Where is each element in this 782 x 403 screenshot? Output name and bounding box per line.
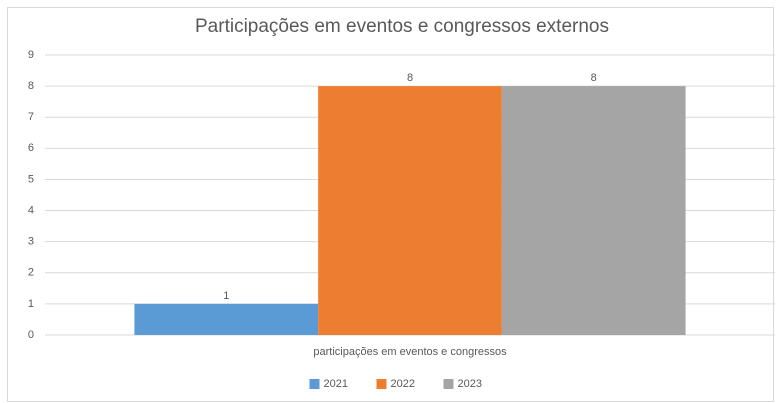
legend-label: 2022 xyxy=(391,378,415,390)
legend-swatch xyxy=(376,379,387,389)
bar xyxy=(134,303,319,335)
y-tick-label: 9 xyxy=(28,49,34,61)
legend-swatch xyxy=(443,379,454,389)
data-label: 8 xyxy=(591,72,597,84)
y-tick-label: 0 xyxy=(28,329,34,341)
legend-label: 2021 xyxy=(324,378,348,390)
y-tick-label: 4 xyxy=(28,204,34,216)
y-tick-label: 8 xyxy=(28,80,34,92)
y-tick-label: 3 xyxy=(28,236,34,248)
chart-title: Participações em eventos e congressos ex… xyxy=(195,16,609,37)
data-label: 8 xyxy=(407,72,413,84)
legend-swatch xyxy=(309,379,320,389)
y-tick-label: 1 xyxy=(28,298,34,310)
y-tick-label: 6 xyxy=(28,142,34,154)
data-label: 1 xyxy=(223,290,229,302)
y-tick-label: 7 xyxy=(28,111,34,123)
legend-label: 2023 xyxy=(458,378,482,390)
x-tick-label: participações em eventos e congressos xyxy=(313,346,507,358)
bar xyxy=(501,86,686,335)
y-tick-label: 2 xyxy=(28,267,34,279)
y-tick-label: 5 xyxy=(28,173,34,185)
bar xyxy=(318,86,502,335)
